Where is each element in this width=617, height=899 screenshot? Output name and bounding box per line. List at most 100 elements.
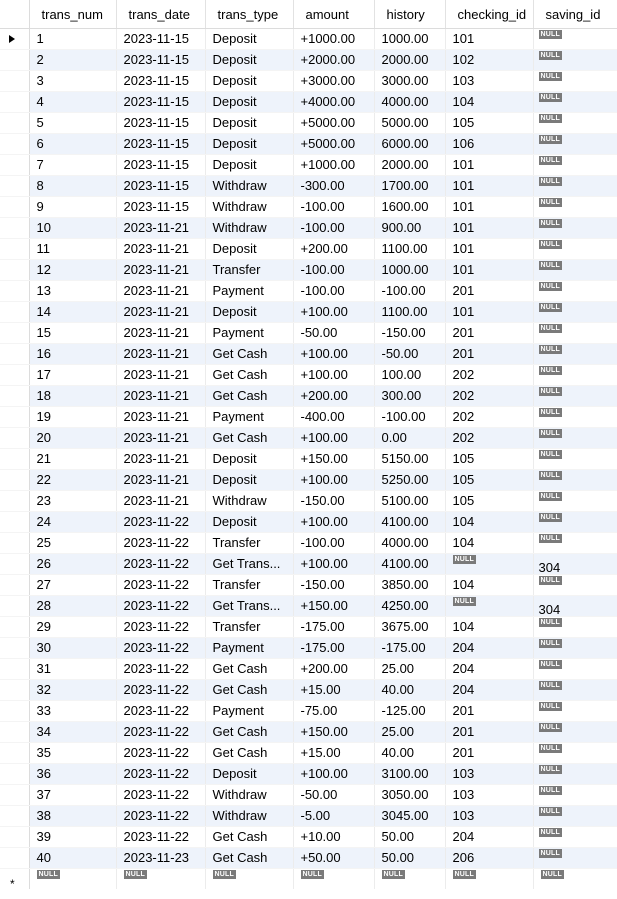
- cell-trans-date[interactable]: 2023-11-22: [116, 595, 206, 617]
- table-row[interactable]: 17 2023-11-21 Get Cash +100.00 100.00 202 NULL: [0, 364, 617, 386]
- row-selector[interactable]: [0, 70, 30, 92]
- cell-trans-date[interactable]: 2023-11-21: [116, 406, 206, 428]
- cell-history[interactable]: 5150.00: [374, 448, 446, 470]
- cell-trans-num[interactable]: 8: [29, 175, 117, 197]
- new-row[interactable]: * NULL NULL NULL NULL NULL NULL NULL: [0, 868, 617, 889]
- cell-saving-id[interactable]: NULL: [533, 700, 617, 722]
- cell-trans-type[interactable]: Withdraw: [205, 175, 294, 197]
- cell-history[interactable]: 2000.00: [374, 154, 446, 176]
- table-row[interactable]: 12 2023-11-21 Transfer -100.00 1000.00 101 NUL…: [0, 259, 617, 281]
- cell-trans-date[interactable]: 2023-11-21: [116, 448, 206, 470]
- cell-trans-type[interactable]: Get Cash: [205, 343, 294, 365]
- cell-amount[interactable]: -100.00: [293, 532, 375, 554]
- cell-trans-type[interactable]: Deposit: [205, 70, 294, 92]
- cell-history[interactable]: 1000.00: [374, 259, 446, 281]
- table-row[interactable]: 4 2023-11-15 Deposit +4000.00 4000.00 104 NULL: [0, 91, 617, 113]
- row-selector[interactable]: [0, 721, 30, 743]
- cell-trans-date[interactable]: 2023-11-22: [116, 826, 206, 848]
- cell-saving-id[interactable]: NULL: [533, 406, 617, 428]
- cell-amount[interactable]: -100.00: [293, 217, 375, 239]
- cell-checking-id[interactable]: 201: [445, 700, 534, 722]
- cell-trans-num[interactable]: 2: [29, 49, 117, 71]
- table-row[interactable]: 5 2023-11-15 Deposit +5000.00 5000.00 105 NULL: [0, 112, 617, 134]
- cell-checking-id[interactable]: 201: [445, 280, 534, 302]
- cell-amount[interactable]: +150.00: [293, 721, 375, 743]
- cell-checking-id[interactable]: 101: [445, 301, 534, 323]
- table-row[interactable]: 3 2023-11-15 Deposit +3000.00 3000.00 103 NULL: [0, 70, 617, 92]
- cell-history[interactable]: 40.00: [374, 679, 446, 701]
- cell-trans-date[interactable]: 2023-11-21: [116, 259, 206, 281]
- cell-amount[interactable]: -175.00: [293, 637, 375, 659]
- cell-trans-type[interactable]: Withdraw: [205, 217, 294, 239]
- cell-amount[interactable]: +15.00: [293, 679, 375, 701]
- cell-trans-num[interactable]: 39: [29, 826, 117, 848]
- cell-trans-num[interactable]: 32: [29, 679, 117, 701]
- table-row[interactable]: 28 2023-11-22 Get Trans... +150.00 4250.00 NU…: [0, 595, 617, 617]
- cell-checking-id[interactable]: NULL: [445, 553, 534, 575]
- cell-amount[interactable]: +100.00: [293, 469, 375, 491]
- row-selector[interactable]: [0, 217, 30, 239]
- cell-trans-num[interactable]: 36: [29, 763, 117, 785]
- row-selector[interactable]: [0, 532, 30, 554]
- table-row[interactable]: 34 2023-11-22 Get Cash +150.00 25.00 201 NULL: [0, 721, 617, 743]
- cell-trans-date[interactable]: 2023-11-22: [116, 532, 206, 554]
- cell-saving-id[interactable]: NULL: [533, 70, 617, 92]
- row-selector[interactable]: [0, 616, 30, 638]
- row-selector[interactable]: [0, 238, 30, 260]
- cell-saving-id[interactable]: NULL: [533, 742, 617, 764]
- table-row[interactable]: 39 2023-11-22 Get Cash +10.00 50.00 204 NULL: [0, 826, 617, 848]
- cell-trans-date[interactable]: 2023-11-21: [116, 301, 206, 323]
- row-selector[interactable]: [0, 448, 30, 470]
- cell-history[interactable]: 1700.00: [374, 175, 446, 197]
- table-row[interactable]: 6 2023-11-15 Deposit +5000.00 6000.00 106 NULL: [0, 133, 617, 155]
- cell-checking-id[interactable]: 204: [445, 637, 534, 659]
- cell-amount[interactable]: +150.00: [293, 448, 375, 470]
- cell-saving-id[interactable]: NULL: [533, 826, 617, 848]
- current-row-arrow-icon[interactable]: [0, 28, 30, 50]
- cell-checking-id[interactable]: 104: [445, 532, 534, 554]
- table-row[interactable]: 13 2023-11-21 Payment -100.00 -100.00 201 NULL: [0, 280, 617, 302]
- cell-saving-id[interactable]: NULL: [533, 784, 617, 806]
- cell-amount[interactable]: +200.00: [293, 238, 375, 260]
- cell-trans-type[interactable]: Deposit: [205, 91, 294, 113]
- cell-trans-num[interactable]: 21: [29, 448, 117, 470]
- cell-history[interactable]: 4100.00: [374, 511, 446, 533]
- cell-trans-date[interactable]: 2023-11-22: [116, 763, 206, 785]
- cell-trans-type[interactable]: Get Cash: [205, 364, 294, 386]
- cell-trans-type[interactable]: Get Cash: [205, 679, 294, 701]
- cell-trans-num[interactable]: 35: [29, 742, 117, 764]
- cell-trans-num[interactable]: 1: [29, 28, 117, 50]
- cell-history[interactable]: 1100.00: [374, 301, 446, 323]
- cell-trans-type[interactable]: Get Trans...: [205, 553, 294, 575]
- cell-checking-id[interactable]: 202: [445, 406, 534, 428]
- cell-amount[interactable]: +100.00: [293, 364, 375, 386]
- cell-trans-date[interactable]: 2023-11-22: [116, 700, 206, 722]
- new-row-cell-saving-id[interactable]: NULL: [533, 868, 617, 889]
- column-header-history[interactable]: history: [374, 0, 446, 29]
- cell-checking-id[interactable]: 105: [445, 448, 534, 470]
- cell-trans-num[interactable]: 13: [29, 280, 117, 302]
- column-header-trans-num[interactable]: trans_num: [29, 0, 117, 29]
- cell-history[interactable]: 6000.00: [374, 133, 446, 155]
- table-row[interactable]: 19 2023-11-21 Payment -400.00 -100.00 202 NULL: [0, 406, 617, 428]
- table-row[interactable]: 35 2023-11-22 Get Cash +15.00 40.00 201 NULL: [0, 742, 617, 764]
- cell-saving-id[interactable]: NULL: [533, 112, 617, 134]
- cell-amount[interactable]: +5000.00: [293, 112, 375, 134]
- table-row[interactable]: 32 2023-11-22 Get Cash +15.00 40.00 204 NULL: [0, 679, 617, 701]
- cell-checking-id[interactable]: NULL: [445, 595, 534, 617]
- row-selector[interactable]: [0, 805, 30, 827]
- cell-trans-type[interactable]: Payment: [205, 637, 294, 659]
- cell-trans-type[interactable]: Transfer: [205, 574, 294, 596]
- row-selector[interactable]: [0, 742, 30, 764]
- row-selector[interactable]: [0, 679, 30, 701]
- cell-amount[interactable]: -50.00: [293, 322, 375, 344]
- cell-checking-id[interactable]: 204: [445, 826, 534, 848]
- column-header-checking-id[interactable]: checking_id: [445, 0, 534, 29]
- cell-history[interactable]: 5250.00: [374, 469, 446, 491]
- cell-trans-date[interactable]: 2023-11-21: [116, 385, 206, 407]
- cell-saving-id[interactable]: NULL: [533, 805, 617, 827]
- cell-trans-date[interactable]: 2023-11-15: [116, 28, 206, 50]
- new-row-cell-trans-type[interactable]: NULL: [205, 868, 294, 889]
- cell-saving-id[interactable]: NULL: [533, 721, 617, 743]
- cell-history[interactable]: 100.00: [374, 364, 446, 386]
